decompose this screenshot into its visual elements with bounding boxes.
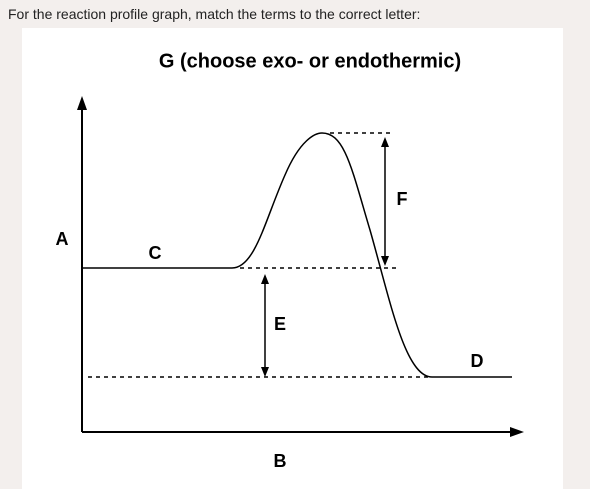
label-e: E xyxy=(274,314,286,334)
arrowhead xyxy=(381,256,389,266)
dashed-lines xyxy=(88,132,430,378)
label-a: A xyxy=(56,229,69,249)
label-d: D xyxy=(471,351,484,371)
label-f: F xyxy=(397,189,408,209)
question-text: For the reaction profile graph, match th… xyxy=(8,6,421,22)
arrowhead xyxy=(261,274,269,284)
arrowhead xyxy=(510,427,524,437)
reaction-curve xyxy=(82,132,512,378)
arrowhead xyxy=(261,367,269,377)
arrowhead xyxy=(77,96,87,110)
label-c: C xyxy=(149,243,162,263)
panel xyxy=(22,28,563,489)
arrowhead xyxy=(381,137,389,147)
diagram-title: G (choose exo- or endothermic) xyxy=(159,50,461,72)
label-b: B xyxy=(274,451,287,471)
